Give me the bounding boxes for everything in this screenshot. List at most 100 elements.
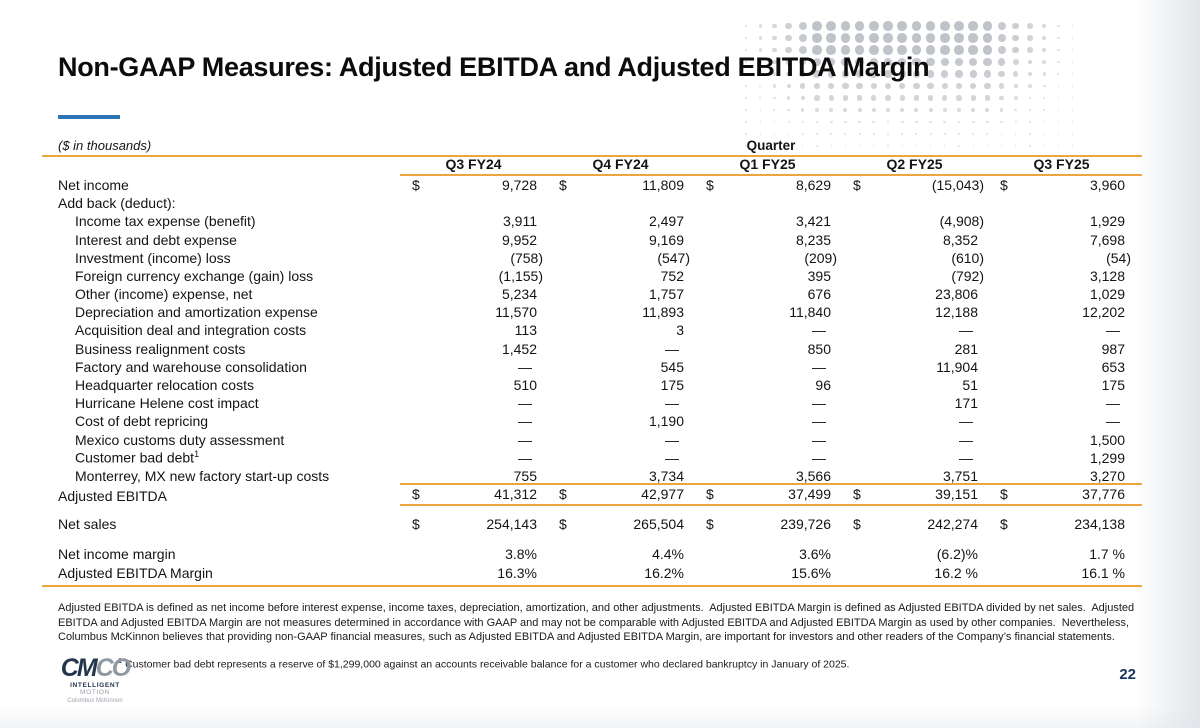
row-label: Net sales bbox=[58, 516, 117, 533]
row-label: Factory and warehouse consolidation bbox=[75, 358, 307, 375]
table-cell: — bbox=[694, 321, 841, 339]
row-label: Business realignment costs bbox=[75, 340, 246, 357]
cell-value: 3.6% bbox=[799, 546, 831, 563]
dot bbox=[1043, 96, 1046, 100]
cell-value: 11,840 bbox=[789, 304, 831, 321]
cell-value: (4,908) bbox=[939, 213, 984, 230]
row-values: (1,155) 752 395 (792) 3,128 bbox=[400, 267, 1142, 285]
dot bbox=[813, 82, 821, 90]
row-values: 755 3,734 3,566 3,751 3,270 bbox=[400, 467, 1142, 485]
table-cell: $3,960 bbox=[988, 176, 1135, 194]
table-row: Cost of debt repricing — 1,190 — — — bbox=[42, 412, 1142, 430]
dot bbox=[1028, 84, 1032, 88]
dot bbox=[772, 84, 776, 88]
table-cell: 3 bbox=[547, 321, 694, 339]
cell-value: 1,500 bbox=[1089, 431, 1125, 448]
dot bbox=[786, 83, 791, 89]
table-cell: $ (15,043) bbox=[841, 176, 988, 194]
cell-value: 9,169 bbox=[648, 231, 684, 248]
dot bbox=[1071, 73, 1074, 75]
cell-value: 3,421 bbox=[795, 213, 831, 230]
dot bbox=[997, 33, 1006, 43]
dollar-sign: $ bbox=[706, 176, 714, 193]
cell-value: — bbox=[812, 395, 826, 412]
dot bbox=[1071, 61, 1074, 63]
dot bbox=[1015, 133, 1017, 135]
dot bbox=[871, 107, 876, 112]
company-logo: CMCO INTELLIGENT MOTION Columbus McKinno… bbox=[55, 656, 135, 705]
row-label: Income tax expense (benefit) bbox=[75, 213, 256, 230]
table-cell: $37,499 bbox=[694, 485, 841, 504]
cell-value: 23,806 bbox=[935, 286, 978, 303]
row-label: Net income bbox=[58, 176, 129, 193]
dot bbox=[1027, 35, 1033, 41]
slide-title: Non-GAAP Measures: Adjusted EBITDA and A… bbox=[58, 52, 930, 82]
table-cell: — bbox=[841, 431, 988, 449]
dot bbox=[1013, 71, 1019, 77]
cell-value: 3,566 bbox=[795, 467, 831, 484]
cell-value: — bbox=[959, 449, 973, 466]
dot bbox=[1071, 25, 1074, 27]
dot bbox=[1028, 108, 1032, 112]
footnote-body: Customer bad debt represents a reserve o… bbox=[122, 658, 850, 671]
table-cell: $37,776 bbox=[988, 485, 1135, 504]
logo-tagline: INTELLIGENT MOTION bbox=[55, 682, 135, 696]
dot bbox=[943, 120, 947, 124]
dot bbox=[798, 22, 807, 30]
logo-subline: Columbus McKinnon bbox=[67, 698, 123, 705]
dot bbox=[968, 57, 978, 67]
table-body: Net income $9,728 $11,809 $8,629 $ (15,043) $3… bbox=[42, 176, 1142, 582]
cell-value: — bbox=[518, 449, 532, 466]
table-cell: 2,497 bbox=[547, 212, 694, 230]
cell-value: 16.2% bbox=[644, 564, 684, 581]
cell-value: 8,352 bbox=[942, 231, 978, 248]
dot bbox=[985, 107, 990, 112]
table-row: Headquarter relocation costs 510 175 96 51 17… bbox=[42, 376, 1142, 394]
dot bbox=[956, 107, 961, 112]
cell-value: (758) bbox=[510, 249, 543, 266]
dot bbox=[826, 33, 836, 43]
dot bbox=[1012, 34, 1020, 42]
row-values: — 545 — 11,904 653 bbox=[400, 358, 1142, 376]
dot bbox=[955, 70, 963, 78]
dot bbox=[887, 133, 889, 135]
dot bbox=[758, 24, 762, 28]
dot bbox=[800, 95, 805, 101]
dot bbox=[829, 120, 833, 124]
dot bbox=[745, 37, 747, 39]
dot bbox=[886, 120, 890, 124]
dot bbox=[812, 21, 822, 31]
cell-value: 3.8% bbox=[505, 546, 537, 563]
dot bbox=[759, 84, 762, 88]
table-cell: 676 bbox=[694, 285, 841, 303]
table-row: Hurricane Helene cost impact — — — 171 — bbox=[42, 394, 1142, 412]
dot bbox=[1057, 48, 1060, 52]
table-cell: 171 bbox=[841, 394, 988, 412]
table-row: Business realignment costs 1,452 — 850 281 98… bbox=[42, 340, 1142, 358]
dot bbox=[997, 58, 1006, 66]
table-cell: $41,312 bbox=[400, 485, 547, 504]
dot bbox=[970, 95, 976, 101]
dot bbox=[840, 33, 851, 43]
column-header: Q3 FY25 bbox=[1033, 156, 1090, 172]
dot bbox=[940, 57, 949, 67]
cell-value: — bbox=[812, 358, 826, 375]
dot bbox=[1042, 72, 1046, 76]
quarter-group-header: Quarter bbox=[746, 138, 796, 153]
dot bbox=[814, 107, 819, 112]
table-cell: — bbox=[841, 321, 988, 339]
table-cell: (6.2)% bbox=[841, 545, 988, 563]
dot bbox=[1043, 121, 1045, 123]
cell-value: — bbox=[812, 322, 826, 339]
dot bbox=[1029, 133, 1031, 135]
row-values: (758) (547) (209) (610) (54) bbox=[400, 249, 1142, 267]
table-row: Interest and debt expense 9,952 9,169 8,235… bbox=[42, 231, 1142, 249]
cell-value: — bbox=[665, 340, 679, 357]
bottom-edge-fade bbox=[0, 706, 1200, 728]
cell-value: (547) bbox=[657, 249, 690, 266]
row-label: Hurricane Helene cost impact bbox=[75, 395, 259, 412]
dot bbox=[914, 120, 918, 124]
dollar-sign: $ bbox=[559, 486, 567, 503]
cell-value: 15.6% bbox=[791, 564, 831, 581]
logo-tagline-light: MOTION bbox=[80, 688, 110, 696]
